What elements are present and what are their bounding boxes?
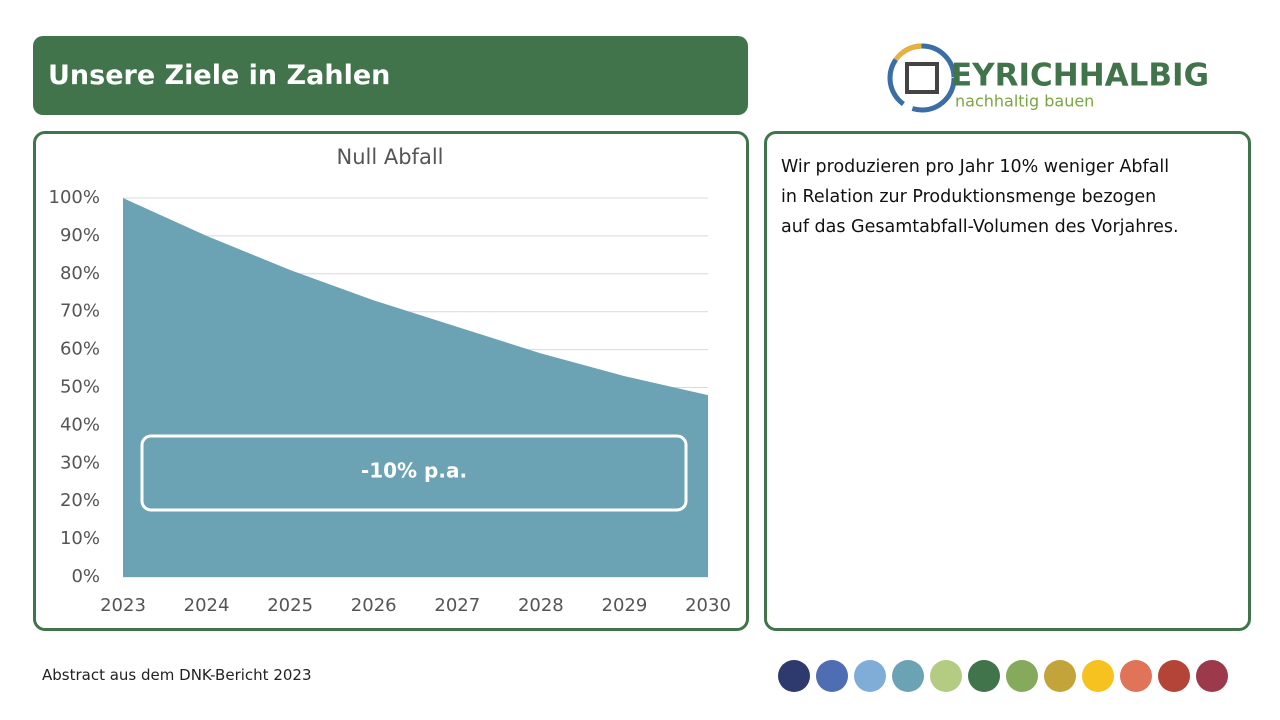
dot bbox=[816, 660, 848, 692]
logo-mark bbox=[905, 62, 939, 94]
x-tick-label: 2026 bbox=[351, 595, 397, 616]
dot bbox=[1196, 660, 1228, 692]
footer-source: Abstract aus dem DNK-Bericht 2023 bbox=[42, 666, 312, 684]
logo-name: EYRICHHALBIG bbox=[951, 58, 1209, 94]
chart: Null Abfall 0% 10% 20% 30% 40% 50% 60% 70% 80% 90… bbox=[49, 145, 731, 616]
y-tick-label: 0% bbox=[71, 566, 100, 587]
dot bbox=[1044, 660, 1076, 692]
x-tick-label: 2024 bbox=[184, 595, 230, 616]
dot bbox=[1158, 660, 1190, 692]
area bbox=[123, 198, 708, 577]
header-title: Unsere Ziele in Zahlen bbox=[48, 60, 391, 91]
y-tick-label: 20% bbox=[60, 490, 100, 511]
logo-tagline: nachhaltig bauen bbox=[955, 92, 1094, 111]
dot bbox=[892, 660, 924, 692]
y-tick-label: 10% bbox=[60, 528, 100, 549]
header-bar: Unsere Ziele in Zahlen bbox=[33, 36, 748, 115]
y-tick-label: 80% bbox=[60, 263, 100, 284]
dot bbox=[1082, 660, 1114, 692]
x-tick-label: 2027 bbox=[434, 595, 480, 616]
y-tick-label: 60% bbox=[60, 339, 100, 360]
description-line: auf das Gesamtabfall-Volumen des Vorjahr… bbox=[781, 217, 1179, 237]
y-tick-label: 30% bbox=[60, 452, 100, 473]
y-tick-label: 70% bbox=[60, 301, 100, 322]
x-tick-label: 2029 bbox=[602, 595, 648, 616]
description-box: Wir produzieren pro Jahr 10% weniger Abf… bbox=[764, 131, 1251, 631]
description-line: in Relation zur Produktionsmenge bezogen bbox=[781, 187, 1157, 207]
dot bbox=[1006, 660, 1038, 692]
y-tick-label: 90% bbox=[60, 225, 100, 246]
chart-box bbox=[33, 131, 749, 631]
logo-ring bbox=[887, 43, 957, 113]
annotation-box bbox=[140, 434, 688, 512]
dot bbox=[930, 660, 962, 692]
dot bbox=[1120, 660, 1152, 692]
chart-title: Null Abfall bbox=[337, 145, 444, 169]
x-tick-label: 2023 bbox=[100, 595, 146, 616]
y-tick-label: 100% bbox=[49, 187, 100, 208]
x-tick-label: 2028 bbox=[518, 595, 564, 616]
color-dots bbox=[778, 660, 1228, 692]
x-tick-label: 2025 bbox=[267, 595, 313, 616]
dot bbox=[854, 660, 886, 692]
dot bbox=[968, 660, 1000, 692]
y-tick-label: 50% bbox=[60, 377, 100, 398]
logo: EYRICHHALBIG nachhaltig bauen bbox=[887, 43, 1209, 113]
x-tick-label: 2030 bbox=[685, 595, 731, 616]
dot bbox=[778, 660, 810, 692]
description-line: Wir produzieren pro Jahr 10% weniger Abf… bbox=[781, 157, 1170, 177]
annotation: -10% p.a. bbox=[361, 459, 467, 483]
y-tick-label: 40% bbox=[60, 414, 100, 435]
